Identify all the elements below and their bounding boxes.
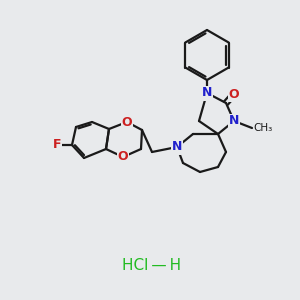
Text: O: O xyxy=(122,116,132,128)
Text: N: N xyxy=(172,140,182,154)
Text: F: F xyxy=(53,139,61,152)
Text: O: O xyxy=(118,151,128,164)
Text: CH₃: CH₃ xyxy=(253,123,272,133)
Text: N: N xyxy=(229,115,239,128)
Text: HCl — H: HCl — H xyxy=(122,257,182,272)
Text: N: N xyxy=(202,86,212,100)
Text: O: O xyxy=(229,88,239,100)
